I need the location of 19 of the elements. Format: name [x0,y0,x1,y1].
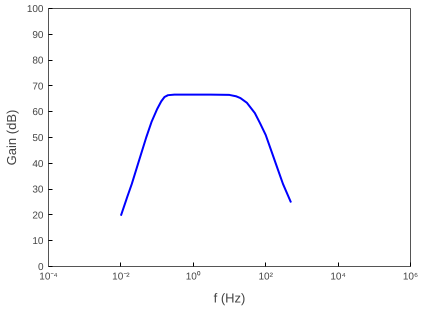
x-tick-label: 10⁻² [112,272,130,282]
y-tick-label: 90 [32,30,44,41]
y-tick-label: 30 [32,184,44,196]
y-tick-label: 20 [32,210,44,222]
x-tick-label: 10⁴ [330,272,346,282]
y-axis-title: Gain (dB) [4,110,19,166]
y-tick-label: 40 [32,158,44,170]
x-tick-label: 10² [258,272,274,282]
x-tick-label: 10⁻⁴ [39,272,58,282]
y-tick-label: 80 [32,56,44,67]
y-tick-label: 100 [26,4,44,15]
y-tick-label: 70 [32,81,44,92]
y-tick-label: 60 [32,107,44,118]
y-tick-label: 50 [32,133,44,144]
y-tick-label: 10 [32,236,44,248]
x-tick-label: 10⁶ [402,272,418,282]
x-axis-title: f (Hz) [214,290,246,306]
x-tick-label: 10⁰ [186,270,201,282]
y-tick-label: 0 [38,262,44,273]
